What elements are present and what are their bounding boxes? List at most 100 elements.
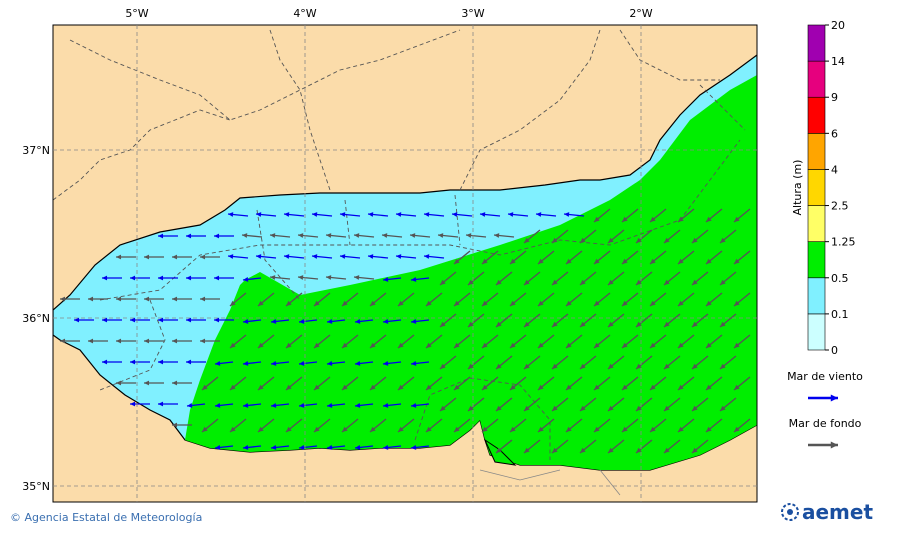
arrow-head <box>706 384 712 390</box>
legend-label: Mar de viento <box>787 370 863 383</box>
colorbar-segment <box>807 133 826 170</box>
arrow-head <box>664 447 670 453</box>
arrow-head <box>398 342 404 348</box>
arrow-head <box>158 233 164 239</box>
arrow-head <box>706 426 712 432</box>
arrow-head <box>327 361 333 366</box>
arrow-head <box>552 447 558 453</box>
arrow-head <box>552 405 558 411</box>
arrow-head <box>734 426 740 432</box>
arrow-head <box>734 258 740 264</box>
arrow-head <box>214 233 220 239</box>
arrow-head <box>440 405 446 411</box>
arrow-head <box>144 338 150 344</box>
arrow-head <box>650 300 656 306</box>
arrow-head <box>355 445 361 450</box>
arrow-head <box>536 212 542 217</box>
arrow-head <box>340 212 346 217</box>
arrow-head <box>271 361 277 366</box>
arrow-head <box>172 422 178 428</box>
arrow-head <box>510 342 516 348</box>
arrow-head <box>552 321 558 327</box>
arrow-head <box>594 342 600 348</box>
arrow-head <box>186 275 192 281</box>
arrow-head <box>496 321 502 327</box>
arrow-head <box>230 300 236 306</box>
arrow-head <box>172 254 178 260</box>
arrow-head <box>354 275 360 280</box>
arrow-head <box>426 342 432 348</box>
arrow-head <box>299 361 305 366</box>
arrow-head <box>524 237 530 243</box>
arrow-head <box>271 403 277 408</box>
arrow-head <box>158 275 164 281</box>
arrow-head <box>636 237 642 243</box>
arrow-head <box>454 426 460 432</box>
arrow-head <box>158 359 164 365</box>
arrow-head <box>370 342 376 348</box>
arrow-head <box>508 212 514 217</box>
arrow-head <box>510 258 516 264</box>
arrow-head <box>172 338 178 344</box>
colorbar-label: 0.1 <box>831 308 849 321</box>
arrow-head <box>172 296 178 302</box>
arrow-head <box>594 300 600 306</box>
arrow-head <box>608 279 614 285</box>
arrow-head <box>396 212 402 217</box>
arrow-head <box>608 405 614 411</box>
arrow-head <box>622 384 628 390</box>
arrow-head <box>342 426 348 432</box>
colorbar-label: 9 <box>831 91 838 104</box>
arrow-head <box>299 445 305 450</box>
arrow-head <box>383 445 389 450</box>
legend-label: Mar de fondo <box>789 417 862 430</box>
arrow-head <box>580 237 586 243</box>
arrow-head <box>580 405 586 411</box>
arrow-head <box>594 384 600 390</box>
arrow-head <box>370 384 376 390</box>
arrow-head <box>538 342 544 348</box>
arrow-head <box>256 212 262 217</box>
colorbar-segment <box>807 96 826 134</box>
arrow-head <box>466 233 472 238</box>
colorbar-segment <box>807 169 826 206</box>
arrow-head <box>594 216 600 222</box>
legend-arrow-head <box>830 441 838 449</box>
arrow-head <box>116 380 122 386</box>
arrow-head <box>368 212 374 217</box>
arrow-head <box>411 277 417 282</box>
arrow-head <box>200 338 206 344</box>
arrow-head <box>566 384 572 390</box>
arrow-head <box>383 403 389 408</box>
lon-label: 5°W <box>125 7 148 20</box>
arrow-head <box>186 359 192 365</box>
arrow-head <box>172 380 178 386</box>
arrow-head <box>398 300 404 306</box>
arrow-head <box>608 447 614 453</box>
arrow-head <box>664 363 670 369</box>
arrow-head <box>270 275 276 280</box>
arrow-head <box>186 233 192 239</box>
peninsula <box>483 438 517 466</box>
arrow-head <box>382 233 388 238</box>
arrow-head <box>243 361 249 366</box>
arrow-head <box>482 342 488 348</box>
arrow-head <box>734 216 740 222</box>
arrow-head <box>692 405 698 411</box>
arrow-head <box>482 426 488 432</box>
arrow-head <box>664 405 670 411</box>
colorbar-segment <box>807 205 826 242</box>
arrow-head <box>692 321 698 327</box>
arrow-head <box>566 300 572 306</box>
arrow-head <box>468 405 474 411</box>
arrow-head <box>608 321 614 327</box>
arrow-head <box>116 254 122 260</box>
arrow-head <box>454 258 460 264</box>
arrow-head <box>200 296 206 302</box>
arrow-head <box>299 319 305 324</box>
arrow-head <box>664 321 670 327</box>
arrow-head <box>468 363 474 369</box>
arrow-head <box>494 233 500 238</box>
arrow-head <box>636 405 642 411</box>
arrow-head <box>355 403 361 408</box>
